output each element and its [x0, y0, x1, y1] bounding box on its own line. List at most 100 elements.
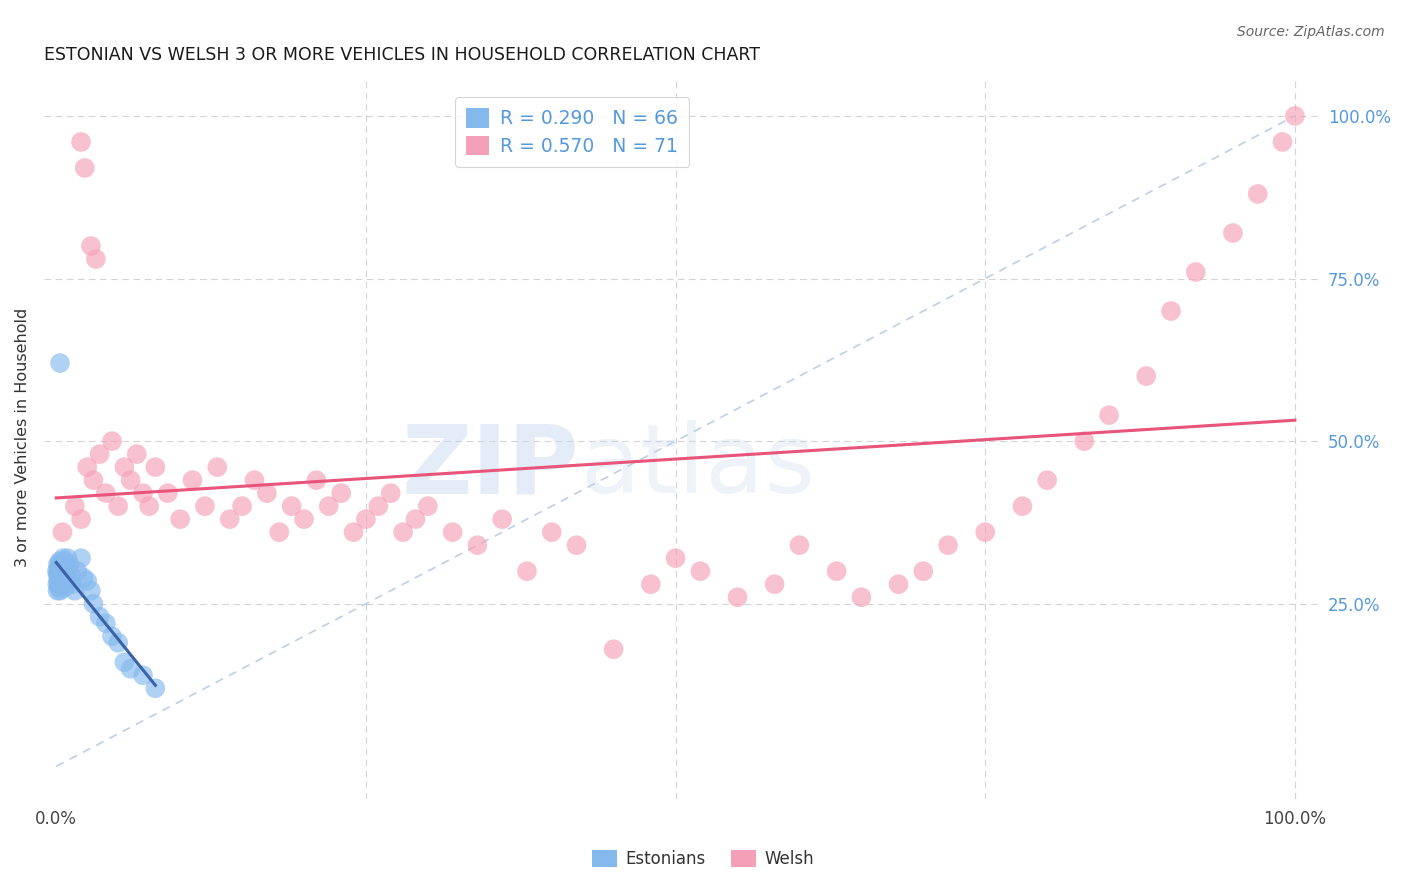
Point — [132, 486, 155, 500]
Point — [51, 574, 73, 588]
Point — [48, 581, 70, 595]
Point — [51, 525, 73, 540]
Point — [1098, 408, 1121, 422]
Point — [367, 499, 389, 513]
Point — [1036, 473, 1059, 487]
Point — [392, 525, 415, 540]
Point — [540, 525, 562, 540]
Point — [789, 538, 811, 552]
Point — [70, 551, 93, 566]
Point — [89, 447, 111, 461]
Text: ZIP: ZIP — [402, 420, 579, 513]
Point — [318, 499, 340, 513]
Point — [76, 460, 98, 475]
Point — [80, 583, 103, 598]
Point — [256, 486, 278, 500]
Point — [46, 564, 69, 578]
Point — [49, 564, 72, 578]
Point — [48, 571, 70, 585]
Point — [936, 538, 959, 552]
Point — [45, 564, 67, 578]
Point — [169, 512, 191, 526]
Point — [48, 574, 70, 588]
Point — [49, 574, 72, 588]
Point — [48, 571, 70, 585]
Point — [72, 571, 94, 585]
Point — [49, 583, 72, 598]
Point — [243, 473, 266, 487]
Point — [53, 561, 76, 575]
Point — [138, 499, 160, 513]
Point — [231, 499, 253, 513]
Point — [825, 564, 848, 578]
Point — [48, 564, 70, 578]
Point — [51, 577, 73, 591]
Point — [132, 668, 155, 682]
Point — [107, 499, 129, 513]
Point — [851, 591, 873, 605]
Point — [46, 558, 69, 572]
Point — [70, 135, 93, 149]
Point — [1271, 135, 1294, 149]
Point — [51, 558, 73, 572]
Text: ESTONIAN VS WELSH 3 OR MORE VEHICLES IN HOUSEHOLD CORRELATION CHART: ESTONIAN VS WELSH 3 OR MORE VEHICLES IN … — [44, 46, 759, 64]
Point — [1011, 499, 1033, 513]
Point — [1284, 109, 1306, 123]
Point — [49, 561, 72, 575]
Point — [51, 567, 73, 582]
Point — [125, 447, 148, 461]
Point — [48, 574, 70, 588]
Point — [56, 551, 79, 566]
Point — [1135, 369, 1157, 384]
Point — [58, 561, 80, 575]
Point — [52, 567, 75, 582]
Point — [51, 564, 73, 578]
Point — [63, 499, 86, 513]
Legend: R = 0.290   N = 66, R = 0.570   N = 71: R = 0.290 N = 66, R = 0.570 N = 71 — [456, 97, 689, 167]
Text: Source: ZipAtlas.com: Source: ZipAtlas.com — [1237, 25, 1385, 39]
Point — [46, 583, 69, 598]
Point — [48, 561, 70, 575]
Point — [49, 571, 72, 585]
Point — [63, 583, 86, 598]
Point — [441, 525, 464, 540]
Point — [491, 512, 513, 526]
Point — [46, 577, 69, 591]
Point — [48, 564, 70, 578]
Point — [82, 473, 104, 487]
Point — [51, 567, 73, 582]
Point — [70, 512, 93, 526]
Point — [218, 512, 240, 526]
Point — [280, 499, 302, 513]
Point — [665, 551, 688, 566]
Point — [49, 577, 72, 591]
Point — [53, 571, 76, 585]
Point — [181, 473, 204, 487]
Point — [887, 577, 910, 591]
Point — [467, 538, 489, 552]
Point — [727, 591, 749, 605]
Point — [73, 161, 96, 175]
Point — [60, 567, 83, 582]
Point — [80, 239, 103, 253]
Point — [76, 574, 98, 588]
Point — [49, 356, 72, 370]
Point — [565, 538, 588, 552]
Point — [1247, 186, 1270, 201]
Point — [145, 460, 167, 475]
Point — [53, 581, 76, 595]
Point — [59, 558, 82, 572]
Point — [49, 577, 72, 591]
Point — [305, 473, 328, 487]
Point — [912, 564, 935, 578]
Point — [516, 564, 538, 578]
Point — [66, 564, 89, 578]
Point — [342, 525, 364, 540]
Point — [48, 554, 70, 568]
Point — [689, 564, 711, 578]
Y-axis label: 3 or more Vehicles in Household: 3 or more Vehicles in Household — [15, 309, 30, 567]
Point — [94, 486, 117, 500]
Point — [82, 597, 104, 611]
Point — [101, 629, 124, 643]
Point — [269, 525, 291, 540]
